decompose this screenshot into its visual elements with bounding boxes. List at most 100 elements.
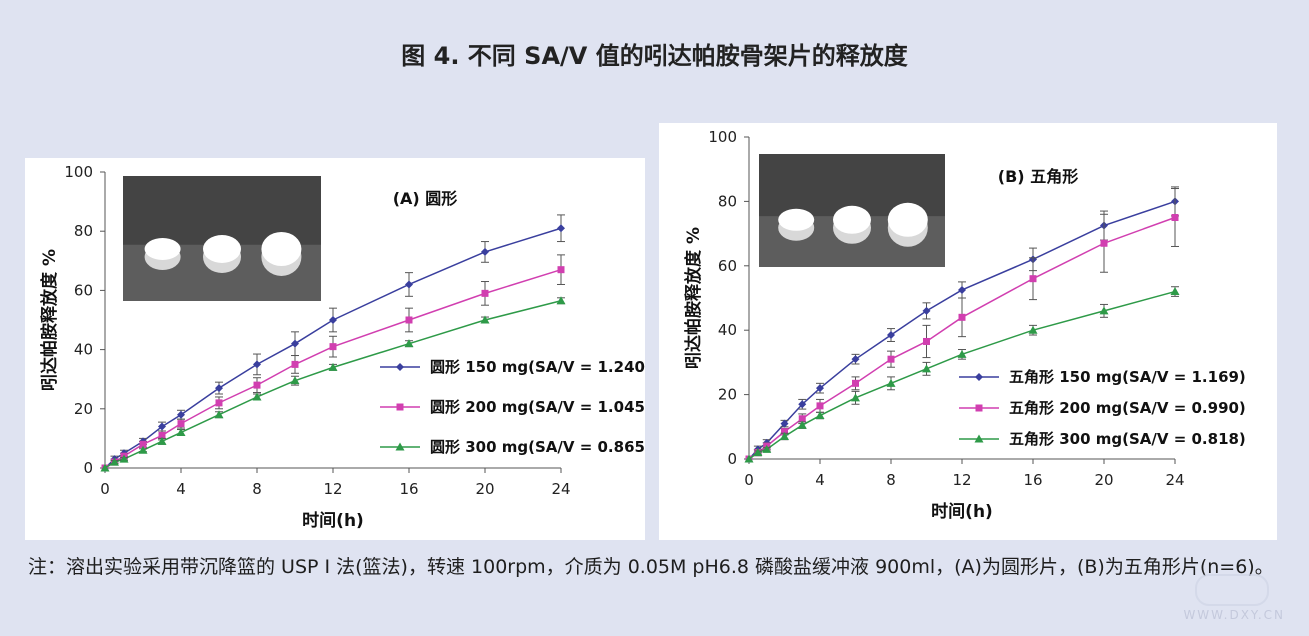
- legend-marker: [974, 434, 984, 443]
- data-point: [119, 454, 129, 463]
- data-point: [110, 457, 119, 466]
- x-tick-label: 20: [475, 480, 494, 498]
- tablet-photo-inset: [759, 154, 945, 267]
- x-tick-label: 0: [100, 480, 110, 498]
- legend-label: 圆形 150 mg(SA/V = 1.240): [430, 358, 645, 376]
- watermark-logo-icon: [1195, 574, 1269, 606]
- data-point: [958, 313, 966, 321]
- y-tick-label: 20: [718, 386, 737, 404]
- data-point: [215, 384, 223, 393]
- data-point: [139, 440, 147, 448]
- data-point: [404, 339, 414, 348]
- y-tick-label: 80: [718, 192, 737, 210]
- y-tick-label: 0: [727, 450, 737, 468]
- data-point: [1171, 214, 1179, 221]
- legend-marker: [395, 442, 405, 451]
- x-tick-label: 4: [176, 480, 186, 498]
- data-point: [851, 393, 860, 402]
- chart-title: (A) 圆形: [393, 189, 458, 208]
- data-point: [798, 415, 806, 423]
- tablet-top: [833, 205, 871, 234]
- data-point: [1100, 239, 1108, 247]
- x-tick-label: 8: [252, 480, 262, 498]
- chart-panel-a: 0 20 40 60 80 100 0 4 8 12 16 20 24 时间(h) 吲达帕胺释放度 % (A)…: [25, 158, 645, 540]
- y-axis-label: 吲达帕胺释放度 %: [39, 249, 60, 391]
- y-tick-label: 40: [718, 321, 737, 339]
- data-point: [176, 427, 186, 436]
- tablet-top: [203, 235, 241, 263]
- watermark: WWW.DXY.CN: [1183, 608, 1285, 622]
- data-point: [329, 316, 337, 324]
- data-point: [780, 419, 789, 428]
- data-point: [1028, 325, 1038, 334]
- chart-title: (B) 五角形: [998, 167, 1078, 186]
- data-point: [1029, 275, 1037, 283]
- data-point: [481, 289, 489, 297]
- data-point: [329, 343, 337, 351]
- y-tick-label: 20: [74, 400, 93, 418]
- y-tick-label: 80: [74, 222, 93, 240]
- tablet-top: [887, 202, 928, 237]
- data-point: [290, 376, 300, 385]
- data-point: [887, 331, 895, 340]
- legend-marker: [975, 404, 983, 412]
- x-tick-label: 12: [952, 471, 971, 489]
- legend-marker: [396, 403, 404, 411]
- data-point: [328, 362, 338, 371]
- x-tick-label: 16: [399, 480, 418, 498]
- data-point: [1170, 287, 1180, 296]
- data-point: [1099, 306, 1109, 315]
- data-point: [797, 420, 807, 429]
- x-tick-label: 12: [323, 480, 342, 498]
- y-tick-label: 60: [718, 257, 737, 275]
- legend-label: 五角形 150 mg(SA/V = 1.169): [1009, 368, 1246, 386]
- data-point: [887, 355, 895, 363]
- data-point: [158, 422, 166, 431]
- data-point: [177, 410, 185, 419]
- data-point: [922, 364, 931, 373]
- data-point: [557, 224, 565, 233]
- data-point: [781, 428, 788, 436]
- x-axis-label: 时间(h): [931, 501, 993, 522]
- data-point: [291, 339, 299, 348]
- data-point: [886, 378, 896, 387]
- figure-title: 图 4. 不同 SA/V 值的吲达帕胺骨架片的释放度: [401, 42, 908, 70]
- legend-label: 五角形 200 mg(SA/V = 0.990): [1009, 399, 1246, 417]
- data-point: [852, 379, 859, 387]
- data-point: [157, 436, 167, 445]
- x-tick-label: 4: [815, 471, 825, 489]
- data-point: [100, 463, 110, 472]
- legend-label: 圆形 200 mg(SA/V = 1.045): [430, 398, 645, 416]
- x-axis-label: 时间(h): [302, 510, 364, 531]
- data-point: [744, 454, 754, 463]
- chart-b-svg: 0 20 40 60 80 100 0 4 8 12 16 20 24 时间(h) 吲达帕胺释放度 % (B)…: [683, 128, 1246, 522]
- x-tick-label: 20: [1094, 471, 1113, 489]
- x-tick-label: 0: [744, 471, 754, 489]
- data-point: [957, 349, 967, 358]
- data-point: [405, 280, 413, 289]
- data-point: [753, 448, 763, 457]
- data-point: [815, 411, 825, 420]
- data-point: [958, 285, 966, 294]
- y-axis-label: 吲达帕胺释放度 %: [683, 227, 704, 369]
- data-point: [253, 381, 261, 389]
- legend-marker: [396, 363, 404, 371]
- data-point: [138, 445, 148, 454]
- data-point: [816, 402, 824, 410]
- data-point: [177, 420, 185, 428]
- tablet-top: [144, 238, 181, 260]
- data-point: [405, 316, 413, 324]
- x-tick-label: 24: [551, 480, 570, 498]
- data-point: [780, 431, 789, 440]
- y-tick-label: 100: [708, 128, 737, 146]
- tablet-photo-inset: [123, 176, 321, 301]
- data-point: [556, 296, 566, 305]
- tablet-top: [778, 208, 815, 231]
- legend-marker: [975, 373, 983, 381]
- tablet-top: [261, 232, 302, 266]
- y-tick-label: 60: [74, 281, 93, 299]
- data-point: [922, 306, 931, 315]
- chart-panel-b: 0 20 40 60 80 100 0 4 8 12 16 20 24 时间(h) 吲达帕胺释放度 % (B)…: [659, 123, 1277, 540]
- data-point: [557, 266, 565, 274]
- data-point: [158, 431, 166, 439]
